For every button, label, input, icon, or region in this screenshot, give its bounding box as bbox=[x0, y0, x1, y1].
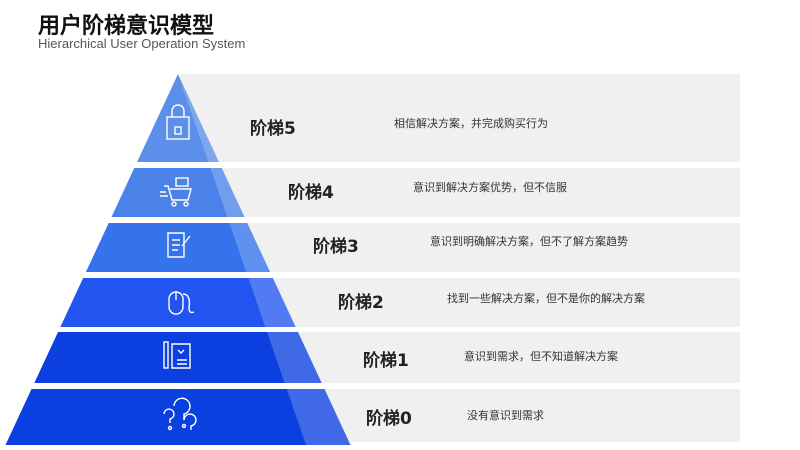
pyramid-level-5-shape bbox=[137, 74, 219, 162]
level-4-bar bbox=[180, 168, 740, 217]
pyramid-level-1 bbox=[34, 332, 322, 383]
level-3-bar bbox=[180, 223, 740, 272]
level-1-desc: 意识到需求，但不知道解决方案 bbox=[464, 350, 618, 363]
pyramid-level-4 bbox=[111, 168, 245, 217]
question-marks-icon bbox=[163, 397, 197, 431]
level-5-desc: 相信解决方案，并完成购买行为 bbox=[394, 117, 548, 130]
level-4-label: 阶梯4 bbox=[288, 183, 334, 203]
pyramid-level-3-highlight bbox=[229, 223, 271, 272]
wishlist-icon bbox=[163, 341, 191, 369]
level-0-desc: 没有意识到需求 bbox=[467, 409, 544, 422]
level-5-bar bbox=[180, 74, 740, 162]
pyramid-level-2-shape bbox=[60, 278, 296, 327]
level-3-label: 阶梯3 bbox=[313, 237, 359, 257]
pyramid-level-4-shape bbox=[111, 168, 245, 217]
pyramid-level-0-shape bbox=[5, 389, 351, 445]
level-2-label: 阶梯2 bbox=[338, 293, 384, 313]
page-title: 用户阶梯意识模型 bbox=[38, 14, 215, 39]
pyramid-level-1-shape bbox=[34, 332, 322, 383]
pyramid-level-2-highlight bbox=[248, 278, 296, 327]
pyramid-level-5 bbox=[137, 74, 219, 162]
level-4-desc: 意识到解决方案优势，但不信服 bbox=[413, 181, 567, 194]
shopping-bag-icon bbox=[166, 104, 190, 140]
pyramid-level-3 bbox=[85, 223, 271, 272]
level-5-label: 阶梯5 bbox=[250, 119, 296, 139]
pyramid-level-1-highlight bbox=[267, 332, 322, 383]
pyramid-level-3-shape bbox=[85, 223, 271, 272]
pyramid-level-4-highlight bbox=[210, 168, 245, 217]
document-pen-icon bbox=[167, 232, 191, 258]
pyramid-level-5-highlight bbox=[178, 74, 219, 162]
pyramid-level-2 bbox=[60, 278, 296, 327]
level-2-desc: 找到一些解决方案，但不是你的解决方案 bbox=[447, 292, 645, 305]
page-subtitle: Hierarchical User Operation System bbox=[38, 36, 246, 51]
shopping-cart-icon bbox=[160, 177, 192, 207]
level-0-label: 阶梯0 bbox=[366, 409, 412, 429]
mouse-icon bbox=[168, 291, 195, 315]
pyramid-level-0 bbox=[5, 389, 351, 445]
level-1-label: 阶梯1 bbox=[363, 351, 409, 371]
pyramid-level-0-highlight bbox=[286, 389, 351, 445]
level-3-desc: 意识到明确解决方案，但不了解方案趋势 bbox=[430, 235, 628, 248]
